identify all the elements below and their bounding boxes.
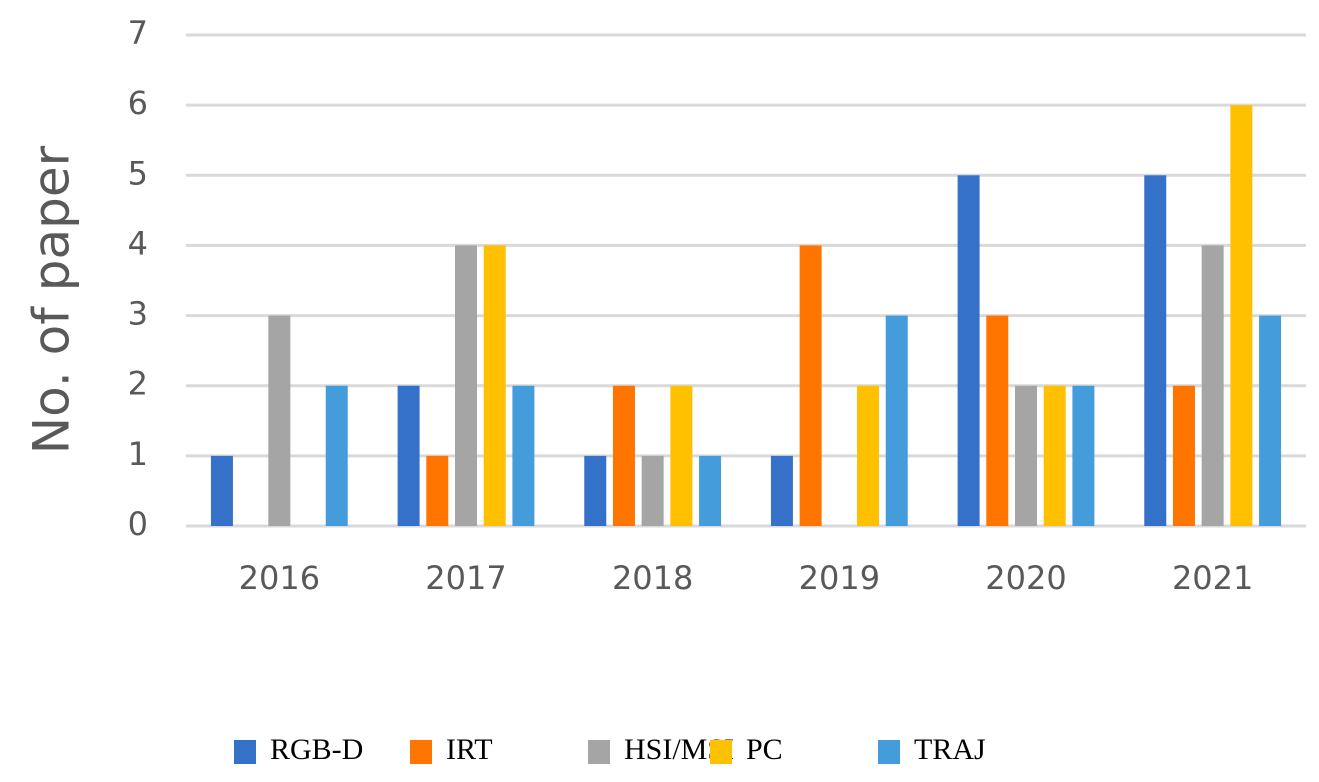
bar-traj-2016 <box>325 385 348 526</box>
legend-swatch-rgb-d <box>234 740 256 764</box>
bar-irt-2017 <box>426 455 449 526</box>
legend-label: RGB-D <box>270 733 363 766</box>
bar-rgb-d-2019 <box>770 455 793 526</box>
bar-pc-2020 <box>1043 385 1066 526</box>
legend-label: IRT <box>446 733 493 766</box>
legend-swatch-pc <box>710 740 732 764</box>
bar-hsi-msi-2018 <box>641 455 664 526</box>
y-tick-label: 3 <box>128 295 148 333</box>
y-tick-label: 5 <box>128 154 148 192</box>
bar-pc-2019 <box>857 385 880 526</box>
bar-hsi-msi-2017 <box>455 245 477 526</box>
x-tick-labels: 2016 2017 2018 2019 2020 2021 <box>239 559 1254 597</box>
bar-irt-2019 <box>799 245 822 526</box>
bar-irt-2021 <box>1172 385 1195 526</box>
x-tick-label: 2016 <box>239 559 320 597</box>
bars <box>210 105 1282 527</box>
bar-traj-2017 <box>512 385 535 526</box>
y-tick-label: 0 <box>128 505 148 543</box>
bar-irt-2018 <box>612 385 635 526</box>
bar-traj-2018 <box>699 455 722 526</box>
x-tick-label: 2018 <box>612 559 693 597</box>
legend-swatch-hsi-msi <box>588 740 610 764</box>
y-tick-label: 6 <box>128 84 148 122</box>
bar-traj-2021 <box>1259 315 1282 526</box>
bar-hsi-msi-2016 <box>268 315 291 526</box>
x-tick-label: 2019 <box>799 559 880 597</box>
bar-pc-2021 <box>1230 105 1253 527</box>
y-axis-label: No. of paper <box>23 145 81 454</box>
bar-rgb-d-2016 <box>210 455 233 526</box>
legend-swatch-traj <box>878 740 900 764</box>
bar-rgb-d-2021 <box>1144 175 1167 527</box>
bar-hsi-msi-2020 <box>1015 385 1037 526</box>
legend-label: TRAJ <box>914 733 986 766</box>
x-tick-label: 2020 <box>985 559 1066 597</box>
legend: RGB-D IRT HSI/MSI PC TRAJ <box>234 733 986 766</box>
x-tick-label: 2021 <box>1172 559 1253 597</box>
y-tick-label: 7 <box>128 14 148 52</box>
legend-swatch-irt <box>410 740 432 764</box>
bar-traj-2019 <box>885 315 908 526</box>
bar-rgb-d-2020 <box>957 175 980 527</box>
legend-label: PC <box>746 733 783 766</box>
y-tick-label: 4 <box>128 224 148 262</box>
gridlines <box>186 33 1306 528</box>
bar-rgb-d-2018 <box>584 455 607 526</box>
bar-pc-2017 <box>483 245 506 526</box>
bar-hsi-msi-2021 <box>1201 245 1224 526</box>
bar-pc-2018 <box>670 385 693 526</box>
bar-rgb-d-2017 <box>397 385 420 526</box>
x-tick-label: 2017 <box>425 559 506 597</box>
bar-irt-2020 <box>986 315 1009 526</box>
y-tick-label: 2 <box>128 365 148 403</box>
y-tick-label: 1 <box>128 435 148 473</box>
y-tick-labels: 0 1 2 3 4 5 6 7 <box>128 14 148 543</box>
bar-traj-2020 <box>1072 385 1095 526</box>
